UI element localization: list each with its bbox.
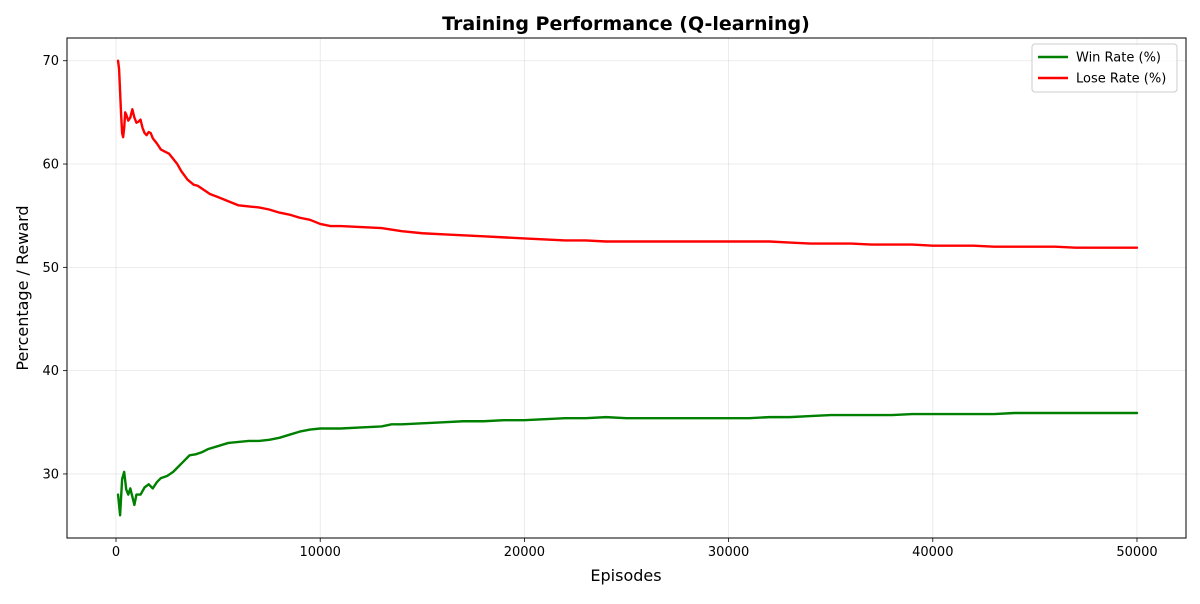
y-tick-label: 50: [42, 261, 59, 276]
x-tick-label: 20000: [504, 545, 545, 560]
x-tick-label: 10000: [300, 545, 341, 560]
plot-area-frame: [67, 38, 1186, 538]
x-axis-title: Episodes: [590, 566, 661, 585]
x-tick-label: 50000: [1116, 545, 1157, 560]
series-lines: [118, 61, 1137, 516]
axis-ticks: 0 10000 20000 30000 40000 50000 30 40 50 60 70: [42, 54, 1157, 560]
x-tick-label: 30000: [708, 545, 749, 560]
x-tick-label: 0: [112, 545, 120, 560]
y-axis-title: Percentage / Reward: [13, 205, 32, 370]
legend-label-lose-rate: Lose Rate (%): [1076, 72, 1166, 87]
chart-title: Training Performance (Q-learning): [442, 13, 810, 35]
legend: Win Rate (%) Lose Rate (%): [1032, 44, 1177, 92]
x-tick-label: 40000: [912, 545, 953, 560]
gridlines: [67, 38, 1186, 538]
legend-label-win-rate: Win Rate (%): [1076, 51, 1161, 66]
win-rate-line: [118, 413, 1137, 515]
y-tick-label: 60: [42, 158, 59, 173]
y-tick-label: 30: [42, 467, 59, 482]
y-tick-label: 70: [42, 54, 59, 69]
y-tick-label: 40: [42, 364, 59, 379]
lose-rate-line: [118, 61, 1137, 248]
